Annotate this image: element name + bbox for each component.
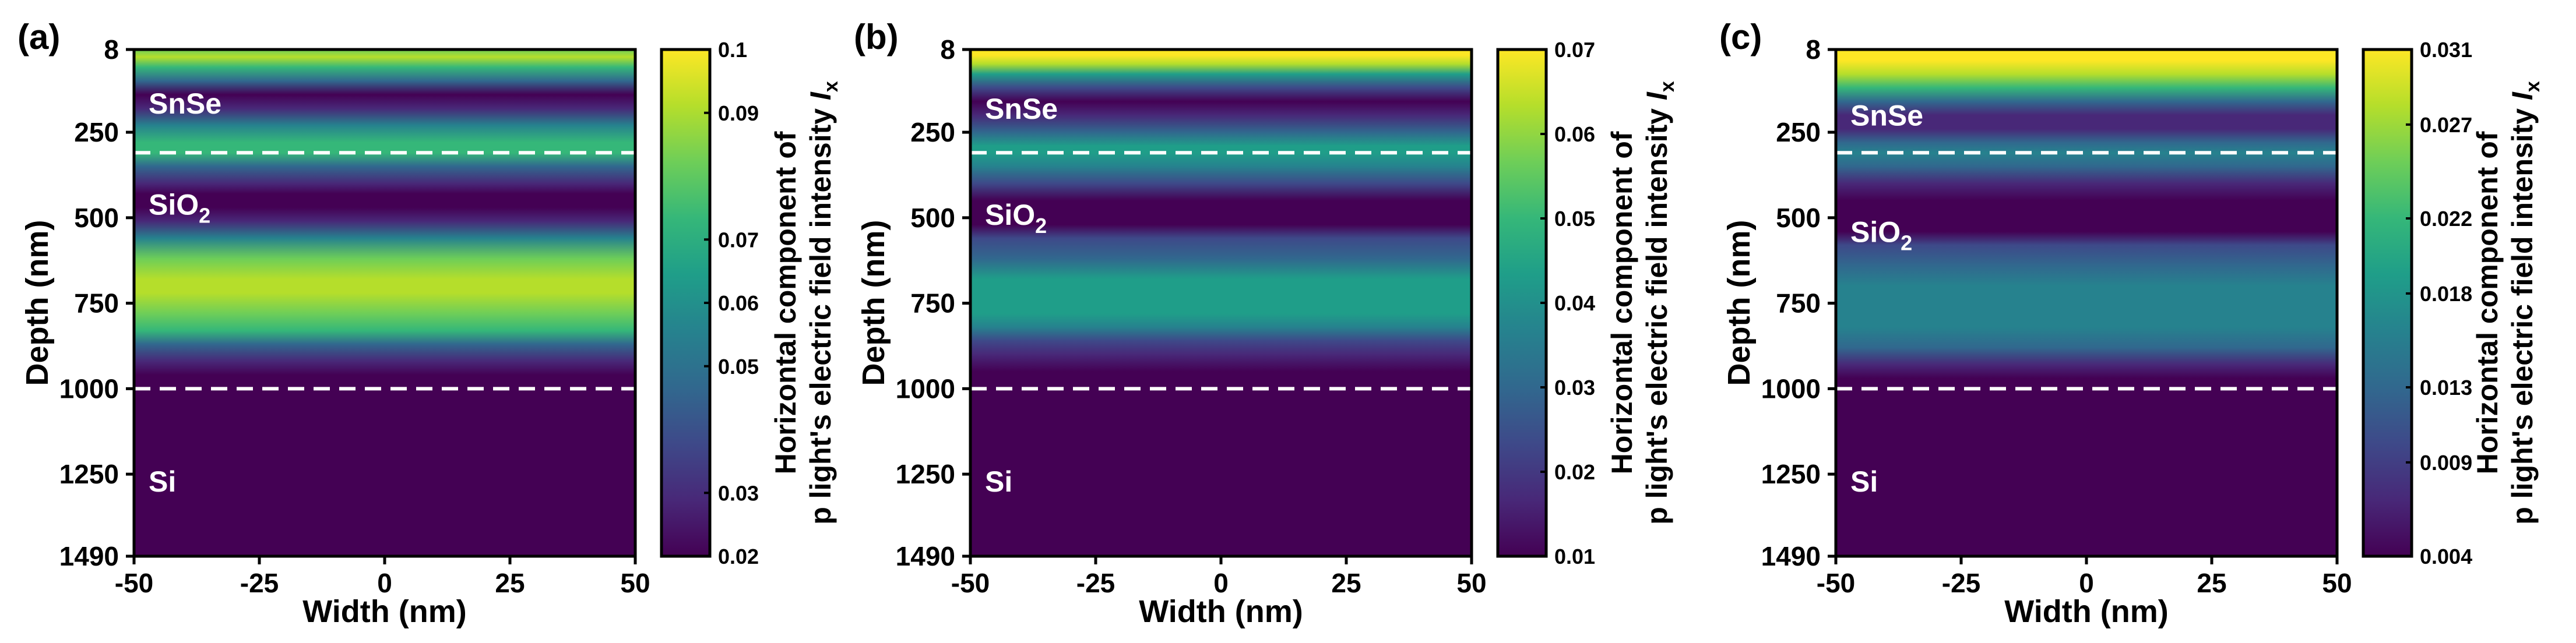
colorbar-title-line2: p light's electric field intensity Ix bbox=[1641, 81, 1678, 525]
colorbar-tick-label: 0.004 bbox=[2420, 545, 2472, 568]
y-tick-label: 750 bbox=[1776, 288, 1821, 319]
y-tick-label: 750 bbox=[910, 288, 955, 319]
colorbar-tick-label: 0.05 bbox=[718, 355, 759, 379]
y-tick-label: 8 bbox=[104, 34, 119, 65]
y-tick-label: 250 bbox=[1776, 117, 1821, 147]
colorbar-tick-label: 0.06 bbox=[718, 291, 759, 315]
panel-b: SnSe SiO2 Si 8 250 500 750 1000 1250 1490-50 -25 0 2… bbox=[854, 17, 1678, 629]
heatmap-field bbox=[970, 50, 1472, 556]
colorbar-tick-label: 0.05 bbox=[1554, 207, 1595, 231]
panel-label: (b) bbox=[854, 17, 899, 56]
colorbar-tick-label: 0.013 bbox=[2420, 376, 2472, 400]
layer-label: SiO2 bbox=[985, 199, 1047, 238]
y-tick-label: 250 bbox=[910, 117, 955, 147]
x-axis-title: Width (nm) bbox=[302, 594, 466, 629]
colorbar bbox=[1496, 48, 1548, 558]
y-tick-label: 8 bbox=[1806, 34, 1821, 65]
layer-label: SiO2 bbox=[1850, 215, 1912, 255]
x-tick-label: -50 bbox=[115, 568, 153, 598]
colorbar-title-line1: Horizontal component of bbox=[2471, 131, 2504, 474]
y-tick-label: 500 bbox=[74, 203, 119, 233]
colorbar-title-line1: Horizontal component of bbox=[769, 131, 802, 474]
colorbar bbox=[660, 48, 712, 558]
panel-c: SnSe SiO2 Si 8 250 500 750 1000 1250 1490-50 -25 0 2… bbox=[1719, 17, 2544, 629]
colorbar-tick-label: 0.009 bbox=[2420, 451, 2472, 475]
colorbar-tick-label: 0.04 bbox=[1554, 291, 1595, 315]
y-tick-label: 1250 bbox=[59, 459, 119, 489]
x-tick-label: 0 bbox=[377, 568, 392, 598]
y-axis-title: Depth (nm) bbox=[20, 220, 55, 386]
x-tick-label: 0 bbox=[2079, 568, 2094, 598]
layer-label: SnSe bbox=[985, 93, 1058, 125]
y-tick-label: 1250 bbox=[1761, 459, 1821, 489]
y-tick-label: 500 bbox=[1776, 203, 1821, 233]
y-tick-label: 750 bbox=[74, 288, 119, 319]
y-tick-label: 500 bbox=[910, 203, 955, 233]
layer-label: Si bbox=[1850, 465, 1878, 498]
x-tick-label: 25 bbox=[495, 568, 525, 598]
colorbar-tick-label: 0.022 bbox=[2420, 207, 2472, 231]
x-tick-label: 0 bbox=[1213, 568, 1229, 598]
y-axis-title: Depth (nm) bbox=[856, 220, 891, 386]
layer-label: Si bbox=[149, 465, 176, 498]
colorbar bbox=[2362, 48, 2413, 558]
layer-label: SnSe bbox=[1850, 100, 1923, 132]
x-tick-label: -25 bbox=[240, 568, 279, 598]
x-tick-label: -50 bbox=[951, 568, 990, 598]
x-axis-title: Width (nm) bbox=[1139, 594, 1303, 629]
y-tick-label: 1490 bbox=[1761, 541, 1821, 571]
x-tick-label: 25 bbox=[1331, 568, 1361, 598]
colorbar-tick-label: 0.01 bbox=[1554, 545, 1595, 568]
layer-label: SiO2 bbox=[149, 188, 210, 227]
layer-label: Si bbox=[985, 465, 1012, 498]
colorbar-tick-label: 0.09 bbox=[718, 101, 759, 125]
colorbar-tick-label: 0.031 bbox=[2420, 38, 2472, 62]
y-tick-label: 1250 bbox=[896, 459, 955, 489]
colorbar-tick-label: 0.07 bbox=[1554, 38, 1595, 62]
heatmap-field bbox=[134, 50, 635, 556]
x-tick-label: 25 bbox=[2197, 568, 2226, 598]
x-tick-label: -50 bbox=[1817, 568, 1855, 598]
y-tick-label: 250 bbox=[74, 117, 119, 147]
x-tick-label: -25 bbox=[1076, 568, 1115, 598]
colorbar-tick-label: 0.1 bbox=[718, 38, 747, 62]
colorbar-tick-label: 0.03 bbox=[1554, 376, 1595, 400]
colorbar-tick-label: 0.07 bbox=[718, 228, 759, 252]
panel-a: SnSe SiO2 Si 8 250 500 750 1000 1250 1490-50 -25 0 2… bbox=[17, 17, 842, 629]
y-tick-label: 1490 bbox=[59, 541, 119, 571]
y-tick-label: 1000 bbox=[1761, 373, 1821, 404]
layer-label: SnSe bbox=[149, 87, 221, 120]
x-tick-label: 50 bbox=[2322, 568, 2352, 598]
panel-label: (a) bbox=[17, 17, 60, 56]
y-tick-label: 1000 bbox=[59, 373, 119, 404]
colorbar-tick-label: 0.02 bbox=[718, 545, 759, 568]
colorbar-tick-label: 0.027 bbox=[2420, 113, 2472, 137]
colorbar-title-line2: p light's electric field intensity Ix bbox=[804, 81, 842, 525]
x-axis-title: Width (nm) bbox=[2004, 594, 2168, 629]
y-tick-label: 1490 bbox=[896, 541, 955, 571]
colorbar-tick-label: 0.02 bbox=[1554, 460, 1595, 484]
colorbar-title-line2: p light's electric field intensity Ix bbox=[2506, 81, 2544, 525]
panel-label: (c) bbox=[1719, 17, 1762, 56]
heatmap-field bbox=[1836, 50, 2337, 556]
colorbar-tick-label: 0.06 bbox=[1554, 122, 1595, 146]
y-tick-label: 1000 bbox=[896, 373, 955, 404]
x-tick-label: 50 bbox=[620, 568, 650, 598]
x-tick-label: -25 bbox=[1942, 568, 1980, 598]
colorbar-tick-label: 0.03 bbox=[718, 481, 759, 505]
x-tick-label: 50 bbox=[1456, 568, 1486, 598]
y-axis-title: Depth (nm) bbox=[1722, 220, 1757, 386]
colorbar-title-line1: Horizontal component of bbox=[1606, 131, 1638, 474]
colorbar-tick-label: 0.018 bbox=[2420, 282, 2472, 306]
y-tick-label: 8 bbox=[940, 34, 955, 65]
